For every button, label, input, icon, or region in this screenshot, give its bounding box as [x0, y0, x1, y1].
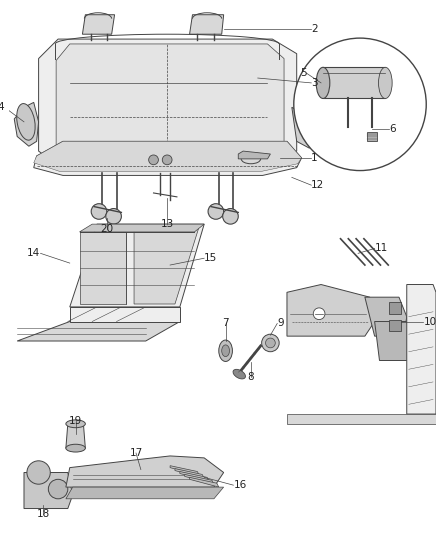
Text: 20: 20 [100, 224, 113, 234]
Text: 3: 3 [311, 78, 318, 88]
Circle shape [208, 204, 224, 219]
Bar [389, 320, 401, 332]
Bar [367, 132, 377, 141]
Polygon shape [80, 232, 126, 304]
Polygon shape [175, 469, 204, 478]
Text: 9: 9 [277, 319, 284, 328]
Polygon shape [238, 151, 270, 159]
Polygon shape [66, 487, 224, 499]
Polygon shape [39, 39, 297, 166]
Ellipse shape [66, 444, 85, 452]
Text: 7: 7 [223, 319, 229, 328]
Circle shape [162, 155, 172, 165]
Text: 8: 8 [247, 372, 254, 382]
Polygon shape [70, 224, 204, 307]
Text: 19: 19 [69, 416, 82, 426]
Polygon shape [66, 456, 224, 487]
Ellipse shape [316, 67, 330, 99]
Polygon shape [323, 67, 385, 99]
Text: 6: 6 [389, 124, 396, 134]
Ellipse shape [222, 345, 230, 357]
Text: 12: 12 [311, 180, 325, 190]
Ellipse shape [233, 369, 245, 379]
Text: 1: 1 [311, 153, 318, 163]
Text: 16: 16 [233, 480, 247, 490]
Polygon shape [374, 321, 413, 360]
Circle shape [313, 308, 325, 320]
Polygon shape [24, 472, 73, 508]
Text: 15: 15 [204, 253, 217, 263]
Circle shape [91, 204, 107, 219]
Circle shape [261, 334, 279, 352]
Circle shape [223, 208, 238, 224]
Polygon shape [365, 297, 407, 336]
Polygon shape [190, 478, 219, 487]
Polygon shape [170, 466, 199, 475]
Circle shape [148, 155, 159, 165]
Polygon shape [34, 141, 302, 172]
Bar [389, 302, 401, 314]
Polygon shape [407, 285, 436, 414]
Polygon shape [56, 44, 284, 161]
Polygon shape [14, 102, 39, 146]
Ellipse shape [17, 103, 35, 140]
Circle shape [48, 479, 68, 499]
Polygon shape [80, 224, 204, 232]
Polygon shape [185, 474, 214, 484]
Text: 4: 4 [0, 102, 4, 112]
Circle shape [265, 338, 275, 348]
Text: 5: 5 [300, 68, 307, 78]
Text: 13: 13 [161, 219, 174, 229]
Ellipse shape [66, 420, 85, 427]
Polygon shape [82, 15, 115, 34]
Ellipse shape [378, 67, 392, 99]
Polygon shape [134, 226, 199, 304]
Text: 17: 17 [129, 448, 143, 458]
Polygon shape [287, 414, 436, 424]
Polygon shape [17, 321, 180, 341]
Polygon shape [190, 15, 224, 34]
Text: 18: 18 [37, 510, 50, 519]
Circle shape [294, 38, 426, 171]
Circle shape [27, 461, 50, 484]
Text: 2: 2 [311, 25, 318, 34]
Ellipse shape [219, 340, 233, 361]
Text: 10: 10 [423, 317, 436, 327]
Text: 14: 14 [27, 248, 41, 259]
Polygon shape [66, 424, 85, 448]
Polygon shape [287, 285, 374, 336]
Polygon shape [292, 107, 316, 148]
Polygon shape [70, 307, 180, 321]
Polygon shape [180, 472, 209, 481]
Circle shape [106, 208, 121, 224]
Polygon shape [34, 141, 302, 175]
Text: 11: 11 [374, 244, 388, 254]
